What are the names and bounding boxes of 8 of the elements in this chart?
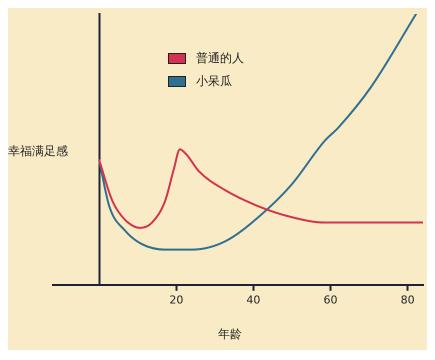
y-axis-title: 幸福满足感	[8, 143, 68, 160]
x-tick-label: 80	[400, 293, 415, 306]
x-axis-title: 年龄	[218, 326, 242, 343]
legend-label: 普通的人	[196, 50, 244, 67]
x-tick-label: 60	[324, 293, 338, 306]
legend-label: 小呆瓜	[196, 73, 232, 90]
x-tick-label: 20	[169, 293, 184, 306]
x-tick-label: 40	[246, 293, 260, 306]
